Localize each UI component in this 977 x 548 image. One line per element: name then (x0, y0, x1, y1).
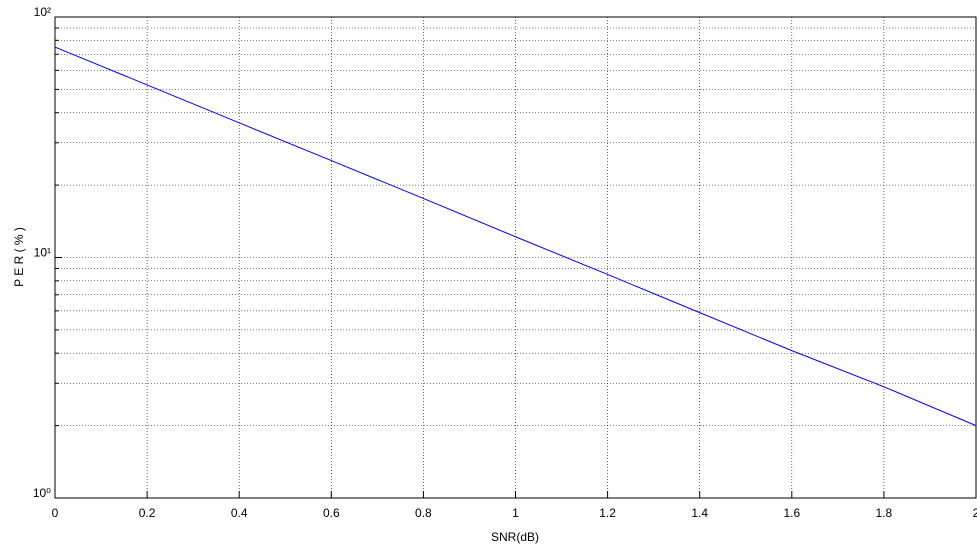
x-tick-label: 0.4 (231, 506, 248, 520)
x-tick-label: 0.2 (139, 506, 156, 520)
y-tick-label: 10⁰ (33, 486, 51, 500)
x-tick-label: 1.6 (783, 506, 800, 520)
x-tick-label: 1.8 (876, 506, 893, 520)
page: {"chart_data": {"type": "line", "xlabel"… (0, 0, 977, 548)
x-tick-label: 0.8 (415, 506, 432, 520)
y-tick-label: 10² (34, 5, 51, 19)
y-axis-label: P E R ( % ) (12, 227, 26, 287)
x-tick-label: 1.4 (691, 506, 708, 520)
x-tick-label: 0.6 (323, 506, 340, 520)
x-axis-label: SNR(dB) (491, 530, 539, 544)
chart: P E R ( % ) SNR(dB) 10⁰ 10¹ 10² 0 0.2 0.4 0.6 0… (0, 0, 977, 548)
x-tick-label: 0 (52, 506, 59, 520)
x-tick-label: 1.2 (599, 506, 616, 520)
x-tick-label: 1 (512, 506, 519, 520)
x-tick-label: 2 (973, 506, 977, 520)
y-tick-label: 10¹ (34, 246, 51, 260)
